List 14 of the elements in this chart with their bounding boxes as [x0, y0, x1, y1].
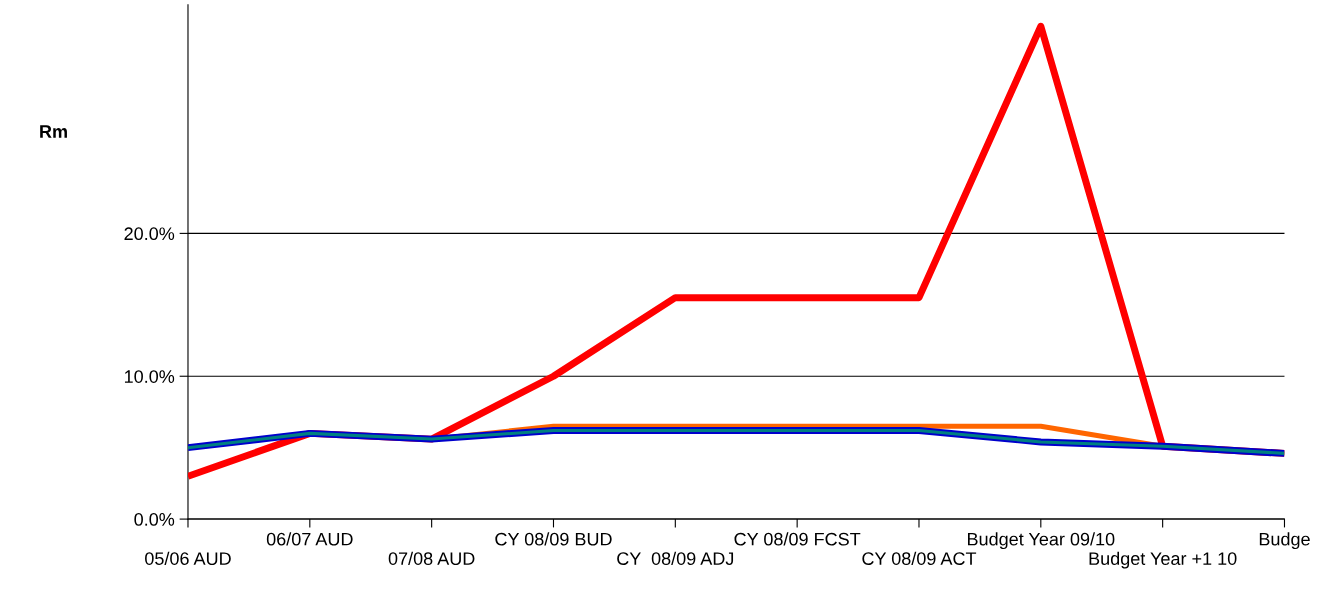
x-tick-label: Budget Year 09/10	[967, 532, 1115, 550]
x-tick-label: 06/07 AUD	[266, 532, 353, 546]
y-tick-label: 0.0%	[134, 513, 175, 526]
x-tick-label: CY 08/09 ADJ	[617, 551, 734, 565]
x-tick-label: CY 08/09 FCST	[734, 532, 861, 546]
x-tick-label: 05/06 AUD	[145, 551, 231, 565]
x-tick-label: CY 08/09 ACT	[862, 551, 977, 565]
y-axis-title: Rm	[40, 125, 67, 138]
y-tick-label: 10.0%	[124, 370, 175, 383]
x-tick-label: 07/08 AUD	[388, 551, 475, 565]
y-tick-label: 20.0%	[124, 227, 175, 241]
x-tick-label: Budget Year +1 10	[1089, 551, 1237, 569]
x-tick-label: Budge	[1259, 532, 1310, 550]
x-tick-label: CY 08/09 BUD	[495, 532, 612, 546]
